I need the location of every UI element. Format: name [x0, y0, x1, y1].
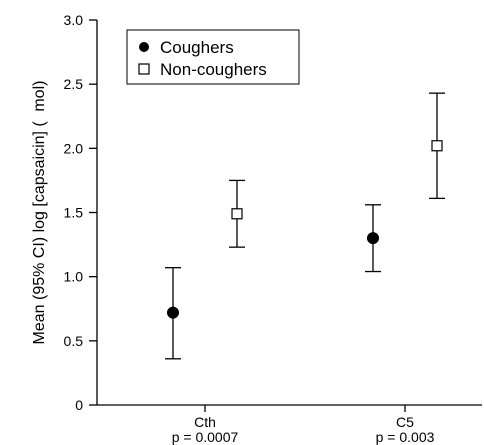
- legend-entry-label: Coughers: [160, 38, 234, 57]
- data-point-coughers: [167, 306, 179, 319]
- legend-box: [126, 29, 300, 85]
- y-tick-label: 1.0: [64, 269, 84, 285]
- data-point-non-coughers: [231, 208, 243, 220]
- x-category-label: Cth: [194, 414, 216, 430]
- data-point-coughers: [367, 232, 379, 245]
- y-tick-label: 3.0: [64, 12, 84, 28]
- x-category-sublabel: p = 0.003: [376, 429, 435, 445]
- chart-marks: [165, 92, 445, 360]
- legend-entry-label: Non-coughers: [160, 60, 267, 79]
- legend-marker-coughers: [139, 42, 149, 52]
- y-axis-label: Mean (95% CI) log [capsaicin] ( mol): [31, 81, 48, 345]
- y-tick-label: 2.0: [64, 140, 84, 156]
- y-tick-label: 1.5: [64, 205, 84, 221]
- y-tick-label: 2.5: [64, 76, 84, 92]
- legend-marker-non-coughers: [138, 63, 150, 75]
- data-point-non-coughers: [431, 140, 443, 152]
- y-tick-label: 0: [75, 397, 83, 413]
- x-category-sublabel: p = 0.0007: [172, 429, 239, 445]
- y-tick-label: 0.5: [64, 333, 84, 349]
- x-category-label: C5: [396, 414, 414, 430]
- legend: Coughers Non-coughers: [126, 29, 300, 85]
